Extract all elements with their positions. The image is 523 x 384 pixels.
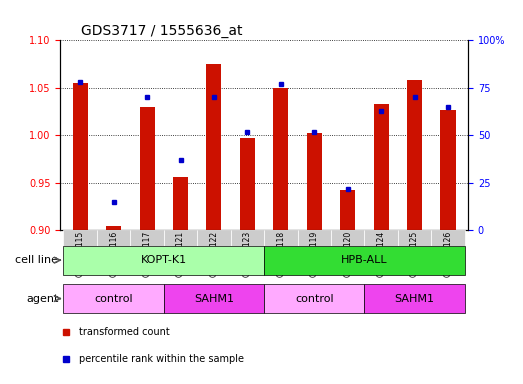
Bar — [431, 230, 465, 246]
Bar — [298, 230, 331, 246]
Text: agent: agent — [26, 293, 59, 304]
Text: GSM455119: GSM455119 — [310, 231, 319, 277]
Bar — [365, 284, 465, 313]
Text: GSM455121: GSM455121 — [176, 231, 185, 277]
Text: control: control — [94, 293, 133, 304]
Text: GSM455117: GSM455117 — [143, 231, 152, 277]
Text: transformed count: transformed count — [78, 328, 169, 338]
Text: percentile rank within the sample: percentile rank within the sample — [78, 354, 244, 364]
Text: GSM455115: GSM455115 — [76, 231, 85, 277]
Bar — [264, 284, 365, 313]
Text: control: control — [295, 293, 334, 304]
Bar — [398, 230, 431, 246]
Bar — [140, 107, 155, 230]
Bar — [197, 230, 231, 246]
Text: GSM455124: GSM455124 — [377, 231, 385, 277]
Bar — [173, 177, 188, 230]
Text: GSM455118: GSM455118 — [276, 231, 286, 277]
Bar — [63, 246, 264, 275]
Bar — [307, 132, 322, 230]
Text: SAHM1: SAHM1 — [194, 293, 234, 304]
Text: KOPT-K1: KOPT-K1 — [141, 255, 187, 265]
Bar — [73, 83, 88, 230]
Bar — [440, 110, 456, 230]
Bar — [130, 230, 164, 246]
Bar — [63, 284, 164, 313]
Bar — [264, 246, 465, 275]
Text: cell line: cell line — [16, 255, 59, 265]
Bar — [264, 230, 298, 246]
Bar — [407, 80, 422, 230]
Bar — [373, 104, 389, 230]
Bar — [240, 138, 255, 230]
Text: GSM455126: GSM455126 — [444, 231, 452, 277]
Text: SAHM1: SAHM1 — [394, 293, 435, 304]
Bar — [274, 88, 288, 230]
Bar — [365, 230, 398, 246]
Text: HPB-ALL: HPB-ALL — [341, 255, 388, 265]
Bar — [164, 230, 197, 246]
Bar — [164, 284, 264, 313]
Bar — [207, 64, 221, 230]
Text: GDS3717 / 1555636_at: GDS3717 / 1555636_at — [81, 24, 242, 38]
Bar — [97, 230, 130, 246]
Bar — [340, 190, 355, 230]
Bar — [231, 230, 264, 246]
Text: GSM455125: GSM455125 — [410, 231, 419, 277]
Text: GSM455122: GSM455122 — [209, 231, 219, 277]
Text: GSM455120: GSM455120 — [343, 231, 352, 277]
Text: GSM455116: GSM455116 — [109, 231, 118, 277]
Bar — [106, 226, 121, 230]
Text: GSM455123: GSM455123 — [243, 231, 252, 277]
Bar — [63, 230, 97, 246]
Bar — [331, 230, 365, 246]
